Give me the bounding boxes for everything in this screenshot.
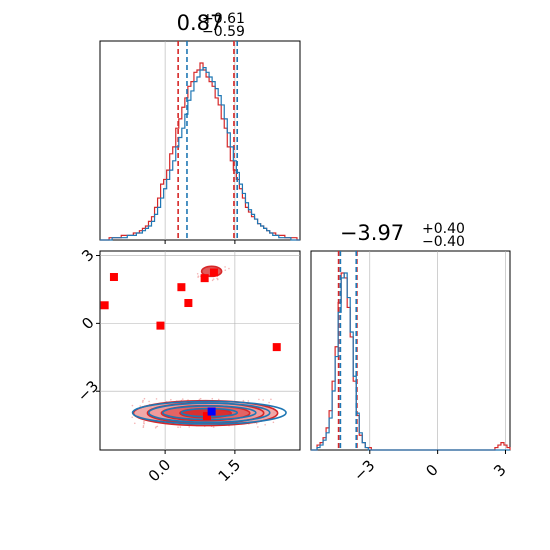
joint-sample-point	[228, 267, 230, 270]
joint-sample-point	[247, 400, 250, 402]
joint-sample-point	[198, 398, 201, 401]
joint-sample-point	[179, 426, 182, 428]
title-param2-value: −3.97	[340, 221, 404, 245]
title-param1-value: 0.87	[177, 11, 224, 35]
joint-y-tick-label: 3	[78, 246, 97, 265]
joint-sample-point	[133, 422, 136, 425]
top-marginal-layer	[100, 41, 300, 241]
joint-sample-point	[131, 404, 134, 407]
title-param2: −3.97	[340, 221, 404, 245]
joint-sample-point	[211, 397, 214, 400]
joint-contour-blue	[131, 400, 287, 425]
panel-2d-joint	[99, 250, 301, 451]
param1-hist-red	[100, 62, 300, 241]
right-x-tick-label: 0	[422, 461, 441, 480]
right-marginal-layer	[311, 251, 511, 451]
joint-sample-point	[224, 269, 227, 272]
joint-sample-point	[242, 399, 245, 402]
joint-sample-point	[141, 401, 144, 403]
joint-marker-red	[200, 274, 209, 283]
panel-1d-param1	[99, 40, 301, 241]
joint-sample-point	[199, 397, 202, 400]
title-param1-lower: −0.59	[202, 24, 245, 40]
joint-sample-point	[196, 272, 199, 275]
title-param2-lower: −0.40	[422, 234, 465, 250]
joint-y-tick-label: 0	[78, 314, 97, 333]
joint-marker-red	[100, 301, 109, 310]
right-x-tick-label: −3	[350, 456, 378, 484]
joint-sample-point	[181, 398, 184, 400]
joint-sample-point	[216, 277, 218, 280]
joint-sample-point	[264, 423, 266, 426]
joint-sample-point	[155, 398, 158, 400]
joint-sample-point	[142, 399, 144, 402]
right-x-tick-label: 3	[490, 461, 509, 480]
joint-sample-point	[142, 425, 145, 427]
title-param1: 0.87	[177, 11, 224, 35]
joint-sample-point	[143, 420, 145, 423]
joint-sample-point	[262, 399, 264, 401]
title-param2-upper: +0.40	[422, 221, 465, 237]
param1-hist-blue	[100, 67, 300, 241]
joint-sample-point	[217, 398, 220, 401]
joint-sample-point	[257, 426, 259, 428]
joint-sample-point	[211, 279, 214, 282]
joint-sample-point	[212, 278, 215, 280]
param2-hist-blue	[311, 272, 510, 451]
joint-sample-point	[255, 422, 258, 425]
joint-marker-red	[209, 268, 218, 277]
joint-sample-point	[197, 276, 199, 278]
joint-sample-point	[212, 426, 215, 428]
joint-x-tick-label: 1.5	[215, 456, 245, 486]
joint-marker-red	[109, 273, 118, 282]
title-param1-upper: +0.61	[202, 11, 245, 27]
joint-sample-point	[131, 416, 134, 419]
joint-x-tick-label: 0.0	[145, 456, 175, 486]
joint-marker-red	[184, 299, 193, 308]
joint-sample-point	[272, 421, 275, 424]
joint-marker-red	[156, 321, 165, 330]
joint-sample-point	[148, 400, 150, 403]
joint-sample-point	[188, 426, 191, 428]
joint-sample-point	[154, 427, 157, 429]
joint-sample-point	[142, 426, 145, 429]
joint-sample-point	[143, 422, 145, 425]
joint-y-tick-label: −3	[74, 377, 102, 405]
joint-sample-point	[170, 398, 172, 401]
joint-contour-blue	[148, 402, 271, 423]
joint-marker-red	[272, 343, 281, 352]
joint-sample-point	[258, 398, 260, 401]
joint-layer	[100, 251, 300, 450]
joint-marker-red	[177, 283, 186, 292]
joint-sample-point	[139, 405, 141, 407]
joint-sample-point	[270, 398, 272, 401]
tick-layer: −3 0 3 0.0 1.5 −3 0 3	[74, 240, 510, 485]
joint-sample-point	[224, 266, 226, 268]
joint-marker-red	[202, 412, 211, 421]
joint-sample-point	[268, 401, 270, 404]
joint-sample-point	[143, 397, 146, 400]
joint-sample-point	[177, 426, 179, 429]
joint-marker-blue	[207, 407, 216, 416]
